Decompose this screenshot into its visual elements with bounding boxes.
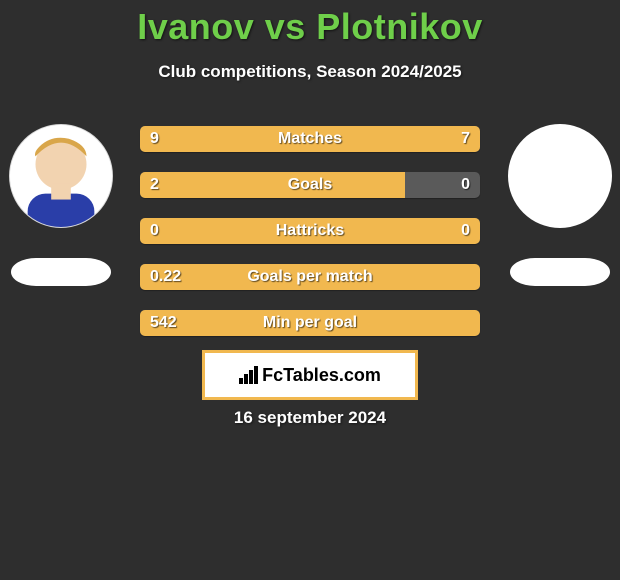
stat-row: 9Matches7	[140, 126, 480, 152]
stat-value-right: 0	[461, 172, 470, 198]
player-right-flag	[510, 258, 610, 286]
player-left-avatar	[9, 124, 113, 228]
stats-table: 9Matches72Goals00Hattricks00.22Goals per…	[140, 126, 480, 356]
stat-row: 542Min per goal	[140, 310, 480, 336]
stat-label: Hattricks	[140, 218, 480, 244]
stat-label: Goals	[140, 172, 480, 198]
player-right-avatar	[508, 124, 612, 228]
player-left-flag	[11, 258, 111, 286]
infographic-container: Ivanov vs Plotnikov Club competitions, S…	[0, 0, 620, 580]
bars-icon	[239, 366, 258, 384]
stat-label: Min per goal	[140, 310, 480, 336]
stat-row: 0Hattricks0	[140, 218, 480, 244]
avatar-placeholder-icon	[10, 124, 112, 228]
date-line: 16 september 2024	[0, 408, 620, 428]
brand-text: FcTables.com	[262, 365, 381, 386]
brand-box: FcTables.com	[202, 350, 418, 400]
player-right-panel	[507, 124, 612, 286]
player-left-panel	[8, 124, 113, 286]
stat-value-right: 0	[461, 218, 470, 244]
season-subtitle: Club competitions, Season 2024/2025	[0, 62, 620, 82]
comparison-title: Ivanov vs Plotnikov	[0, 0, 620, 48]
stat-label: Matches	[140, 126, 480, 152]
stat-row: 2Goals0	[140, 172, 480, 198]
stat-value-right: 7	[461, 126, 470, 152]
stat-label: Goals per match	[140, 264, 480, 290]
stat-row: 0.22Goals per match	[140, 264, 480, 290]
